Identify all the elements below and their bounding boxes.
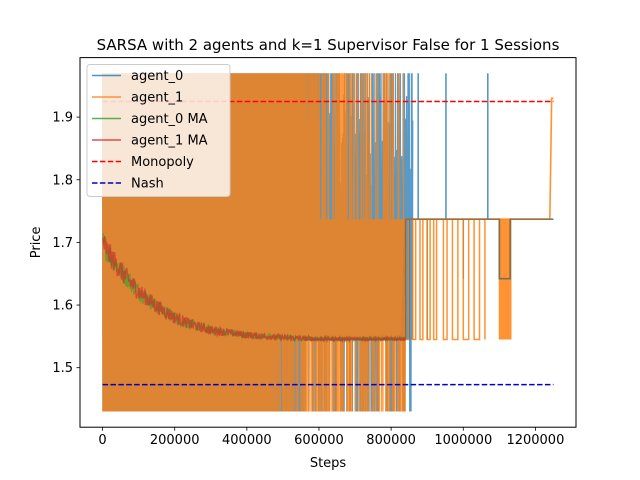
- legend: agent_0 agent_1 agent_0 MA agent_1 MA Monopo…: [86, 64, 231, 197]
- legend-label: agent_0: [131, 69, 183, 84]
- x-tick-label: 400000: [222, 433, 272, 448]
- legend-label: agent_0 MA: [131, 112, 208, 127]
- series-line-agent_1-ma: [101, 236, 406, 344]
- legend-box: [86, 64, 231, 197]
- legend-label: Nash: [131, 177, 164, 192]
- x-tick-label: 1200000: [506, 433, 564, 448]
- legend-label: agent_1 MA: [131, 134, 208, 149]
- y-tick-label: 1.6: [52, 299, 73, 314]
- y-axis-label: Price: [29, 227, 44, 259]
- legend-label: Monopoly: [131, 155, 194, 170]
- x-tick-label: 200000: [150, 433, 200, 448]
- y-tick-label: 1.7: [52, 236, 73, 251]
- y-tick-label: 1.5: [52, 361, 73, 376]
- legend-label: agent_1: [131, 91, 183, 106]
- ticks: 0 200000 400000 600000 800000 1000000 1200000 1…: [52, 111, 564, 449]
- x-tick-label: 0: [98, 433, 106, 448]
- agents-overlap-line: [405, 218, 552, 280]
- y-tick-label: 1.9: [52, 111, 73, 126]
- x-tick-label: 1000000: [434, 433, 492, 448]
- chart-title: SARSA with 2 agents and k=1 Supervisor F…: [97, 36, 560, 54]
- x-tick-label: 600000: [294, 433, 344, 448]
- x-axis-label: Steps: [310, 456, 347, 471]
- plot-area: [101, 73, 554, 412]
- y-tick-label: 1.8: [52, 173, 73, 188]
- x-tick-label: 800000: [366, 433, 416, 448]
